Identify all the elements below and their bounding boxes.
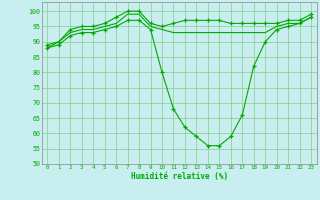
X-axis label: Humidité relative (%): Humidité relative (%) <box>131 172 228 181</box>
